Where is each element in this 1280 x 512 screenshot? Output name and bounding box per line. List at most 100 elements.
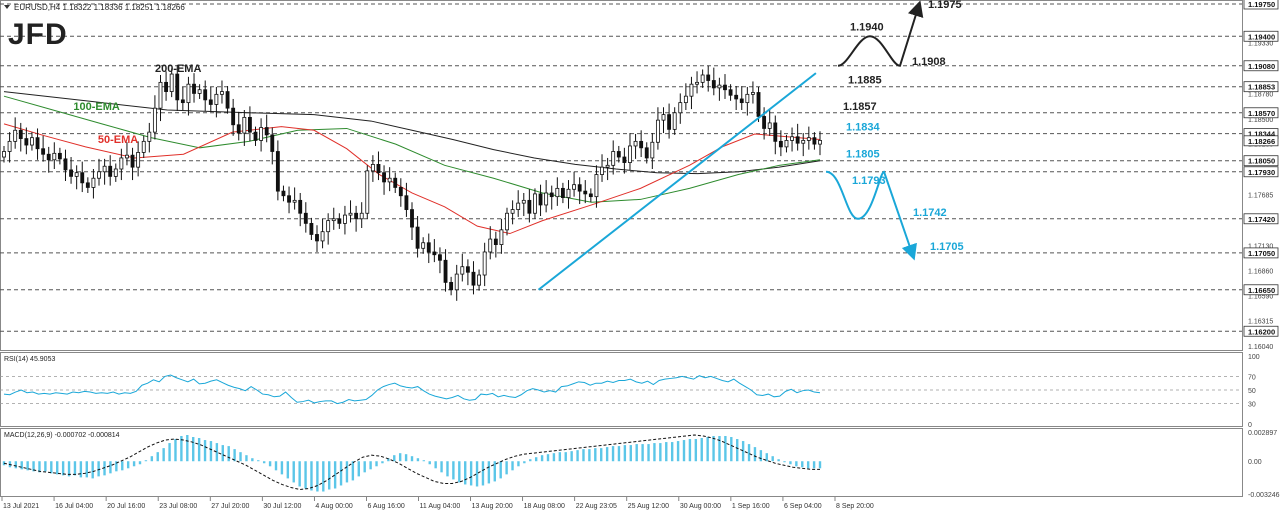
candle-body-41 [231,107,236,126]
candle-body-68 [382,172,386,183]
candle-body-73 [410,209,414,228]
scenario-down-path [825,170,917,261]
candle-body-56 [315,234,319,242]
candle-body-71 [398,187,403,197]
candle-body-83 [465,266,470,273]
price-label-box-7 [1243,155,1279,167]
uptrend-line [537,72,817,291]
scenario-down-label-3: 1.1742 [913,207,947,219]
candle-body-65 [365,170,370,214]
dropdown-triangle-icon[interactable] [4,5,10,9]
candle-body-129 [723,84,727,91]
price-panel-frame [0,0,1243,351]
candle-body-35 [197,89,202,94]
candle-body-13 [74,172,79,177]
candle-body-40 [225,91,230,109]
candle-body-119 [667,114,672,130]
candle-body-102 [572,184,577,190]
candle-body-104 [583,190,588,195]
candle-body-79 [443,259,448,283]
candle-body-69 [387,177,392,183]
ema100-line [3,95,821,203]
candle-body-91 [510,209,515,214]
price-label-box-2 [1243,60,1279,72]
candle-body-74 [415,226,420,249]
candle-body-22 [125,154,129,159]
price-label-10: 1.17050 [1248,249,1275,258]
candle-body-81 [454,273,459,291]
candle-body-146 [818,140,822,145]
scenario-up-label-2: 1.1975 [928,0,962,11]
price-label-box-3 [1243,81,1279,93]
candle-body-103 [577,184,582,192]
candle-body-61 [343,214,347,224]
price-tick-10: 1.16315 [1248,319,1273,326]
candle-body-1 [7,140,12,152]
rsi-tick-3: 30 [1248,402,1256,409]
rsi-tick-2: 50 [1248,388,1256,395]
candle-body-31 [175,73,180,101]
candle-body-11 [63,158,68,171]
candle-body-37 [208,99,213,105]
candle-body-116 [650,141,655,159]
candle-body-95 [533,193,537,214]
macd-title: MACD(12,26,9) -0.000702 -0.000814 [4,432,120,439]
macd-tick-0: 0.002897 [1248,430,1277,437]
candle-body-117 [655,119,660,143]
candle-body-33 [186,83,191,104]
candle-body-87 [488,238,493,253]
time-label-2: 20 Jul 16:00 [107,503,145,510]
price-tick-1: 1.19330 [1248,41,1273,48]
price-label-box-4 [1243,107,1279,119]
price-tick-8: 1.16860 [1248,268,1273,275]
candle-body-60 [337,218,342,224]
candle-body-4 [24,138,29,146]
candle-body-7 [41,148,46,155]
candle-body-88 [493,238,498,245]
time-label-8: 11 Aug 04:00 [420,503,461,510]
ema-label-2: 50-EMA [98,134,138,146]
price-label-6: 1.18266 [1248,137,1275,146]
rsi-title: RSI(14) 45.9053 [4,356,55,363]
price-label-3: 1.18853 [1248,83,1275,92]
candlesticks [2,64,822,301]
ema-label-1: 100-EMA [73,101,120,113]
scenario-up-label-1: 1.1908 [912,56,946,68]
candle-body-3 [18,129,23,139]
candle-body-133 [745,93,750,104]
candle-body-77 [432,251,437,256]
macd-panel-frame [0,428,1243,497]
rsi-tick-4: 0 [1248,422,1252,429]
candle-body-131 [734,94,739,100]
candle-body-29 [164,81,169,92]
candle-body-101 [566,188,571,198]
candle-body-24 [136,152,141,168]
ema200-line [3,91,821,175]
scenario-down-label-0: 1.1834 [846,122,881,134]
candle-body-27 [152,107,157,133]
candle-body-26 [147,131,152,142]
candle-body-38 [214,93,219,105]
candle-body-44 [247,116,252,133]
price-label-12: 1.16200 [1248,327,1275,336]
candle-body-8 [46,153,51,161]
ema50-line [3,123,821,235]
rsi-panel-frame [0,352,1243,427]
price-label-box-6 [1243,135,1279,147]
candle-body-66 [370,163,375,172]
candle-body-52 [292,199,297,203]
candle-body-34 [192,83,196,94]
candle-body-70 [393,177,398,188]
time-label-10: 18 Aug 08:00 [524,503,565,510]
candle-body-123 [689,83,694,97]
candle-body-0 [2,151,6,158]
candle-body-63 [354,212,359,220]
candle-body-96 [538,193,543,206]
candle-body-10 [57,152,62,160]
candle-body-144 [806,137,811,141]
price-label-box-9 [1243,213,1279,225]
rsi-tick-0: 100 [1248,354,1260,361]
candle-body-93 [521,199,526,204]
rsi-line [3,374,821,405]
